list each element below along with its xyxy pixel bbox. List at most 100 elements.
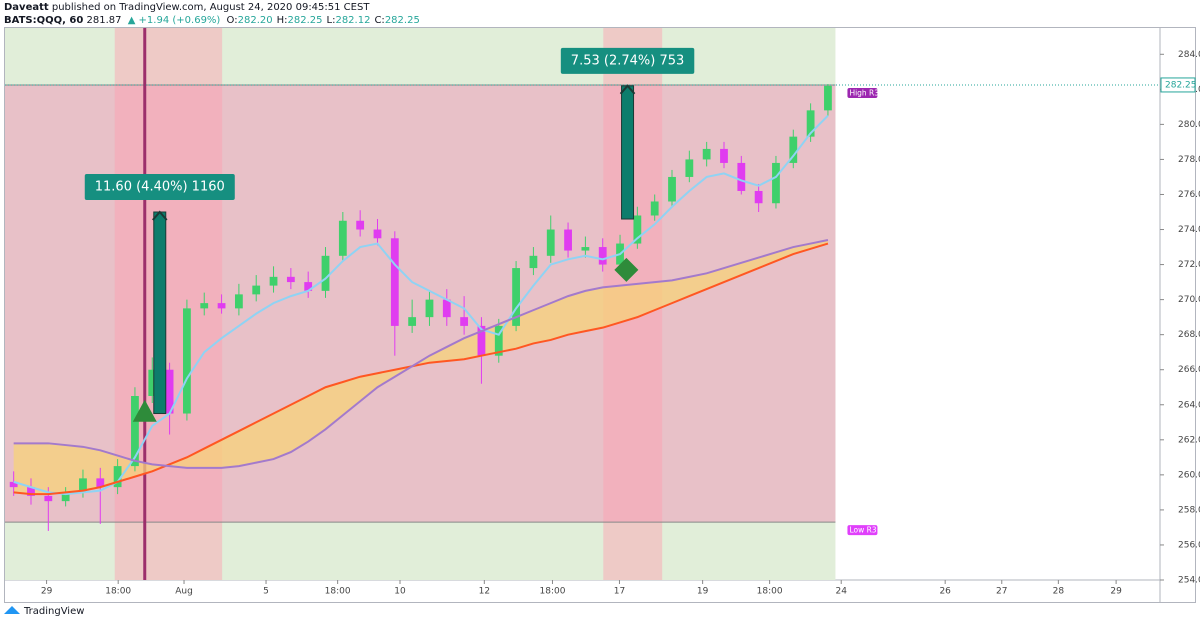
candle-body [720, 148, 728, 163]
logo-text: TradingView [23, 606, 84, 617]
candle-body [564, 229, 572, 251]
publish-info: published on TradingView.com, August 24,… [51, 2, 370, 13]
ohlc-value: 282.25 [384, 15, 420, 26]
candle-body [9, 481, 18, 488]
x-tick-label: 29 [1110, 587, 1122, 597]
candle-body [668, 176, 676, 202]
x-tick-label: 29 [41, 587, 53, 597]
candle-body [338, 220, 347, 256]
last-price: 281.87 [86, 15, 122, 26]
candle-body [234, 294, 243, 309]
x-tick-label: 27 [996, 587, 1007, 597]
logo: TradingView [4, 606, 84, 617]
candle-body [546, 229, 555, 256]
x-tick-label: 18:00 [105, 587, 131, 597]
candle-body [650, 201, 659, 216]
candle-body [737, 162, 746, 191]
last-price-label: 282.25 [1165, 80, 1197, 90]
candle-body [789, 136, 798, 163]
ohlc-value: 282.20 [237, 15, 273, 26]
y-tick-label: 254.00 [1178, 576, 1200, 586]
candle-body [96, 478, 105, 488]
trade-marker [614, 257, 639, 282]
y-tick-label: 274.00 [1178, 225, 1200, 235]
ohlc-value: 282.12 [335, 15, 371, 26]
x-tick-label: 24 [835, 587, 847, 597]
trade-arrow-head [152, 210, 168, 221]
level-tag [847, 525, 878, 536]
candle-body [27, 487, 35, 496]
cloud-fill [13, 240, 828, 495]
candle-body [252, 285, 261, 295]
x-tick-label: 5 [263, 587, 269, 597]
candle-body [131, 396, 139, 467]
level-tag [847, 87, 878, 98]
ohlc-label: O: [226, 15, 238, 26]
x-tick-label: 17 [614, 587, 625, 597]
level-label: High R3 [849, 88, 879, 97]
ma-line [13, 239, 829, 469]
x-tick-label: 12 [479, 587, 490, 597]
x-tick-label: 28 [1053, 587, 1065, 597]
level-label: Low R3 [849, 526, 876, 535]
candle-body [390, 238, 399, 326]
candle-body [581, 247, 590, 251]
candle-body [460, 317, 469, 326]
ohlc-label: C: [374, 15, 385, 26]
candle-body [408, 317, 417, 326]
candle-body [286, 276, 295, 283]
ohlc: O:282.20 H:282.25 L:282.12 C:282.25 [227, 15, 424, 26]
candle-body [754, 190, 763, 204]
x-tick-label: 10 [394, 587, 406, 597]
x-tick-label: Aug [175, 587, 193, 597]
candle-body [356, 220, 365, 230]
candle-body [806, 110, 815, 137]
y-tick-label: 284.00 [1178, 50, 1200, 60]
logo-icon [4, 606, 20, 614]
y-tick-label: 256.00 [1178, 540, 1200, 550]
x-tick-label: 18:00 [540, 587, 566, 597]
candle-body [633, 215, 642, 244]
candle-body [113, 466, 122, 488]
candle-body [702, 148, 711, 160]
candle-body [183, 308, 191, 414]
candle-body [598, 247, 607, 265]
frame [4, 27, 1196, 603]
trade-label-box [84, 174, 235, 200]
candle-body [512, 268, 520, 326]
trade-marker [132, 399, 157, 422]
candle-body [321, 255, 330, 291]
ohlc-label: L: [326, 15, 336, 26]
last-price-tag [1160, 77, 1196, 93]
candle-body [685, 159, 694, 177]
author: Daveatt [4, 2, 49, 13]
trade-label: 11.60 (4.40%) 1160 [95, 180, 225, 195]
candle-body [494, 325, 503, 356]
y-tick-label: 278.00 [1178, 155, 1200, 165]
y-tick-label: 276.00 [1178, 190, 1200, 200]
publish-line: Daveatt published on TradingView.com, Au… [4, 2, 372, 13]
change: ▲ +1.94 (+0.69%) [127, 15, 221, 26]
y-tick-label: 264.00 [1178, 400, 1200, 410]
trade-label: 7.53 (2.74%) 753 [571, 53, 684, 68]
candle-body [772, 162, 780, 204]
candle-body [217, 303, 226, 309]
trade-arrow [621, 85, 635, 220]
trade-label-box [560, 47, 695, 74]
candle-body [165, 369, 174, 414]
candle-body [269, 276, 278, 286]
y-tick-label: 258.00 [1178, 505, 1200, 515]
x-tick-label: 19 [697, 587, 709, 597]
candle-body [824, 85, 832, 111]
candle-body [148, 369, 157, 396]
ohlc-value: 282.25 [287, 15, 323, 26]
y-tick-label: 268.00 [1178, 330, 1200, 340]
y-tick-label: 262.00 [1178, 435, 1200, 445]
symbol: BATS:QQQ, 60 [4, 15, 84, 26]
y-tick-label: 260.00 [1178, 470, 1200, 480]
candle-body [442, 299, 451, 318]
x-tick-label: 26 [939, 587, 951, 597]
candle-body [304, 282, 313, 291]
